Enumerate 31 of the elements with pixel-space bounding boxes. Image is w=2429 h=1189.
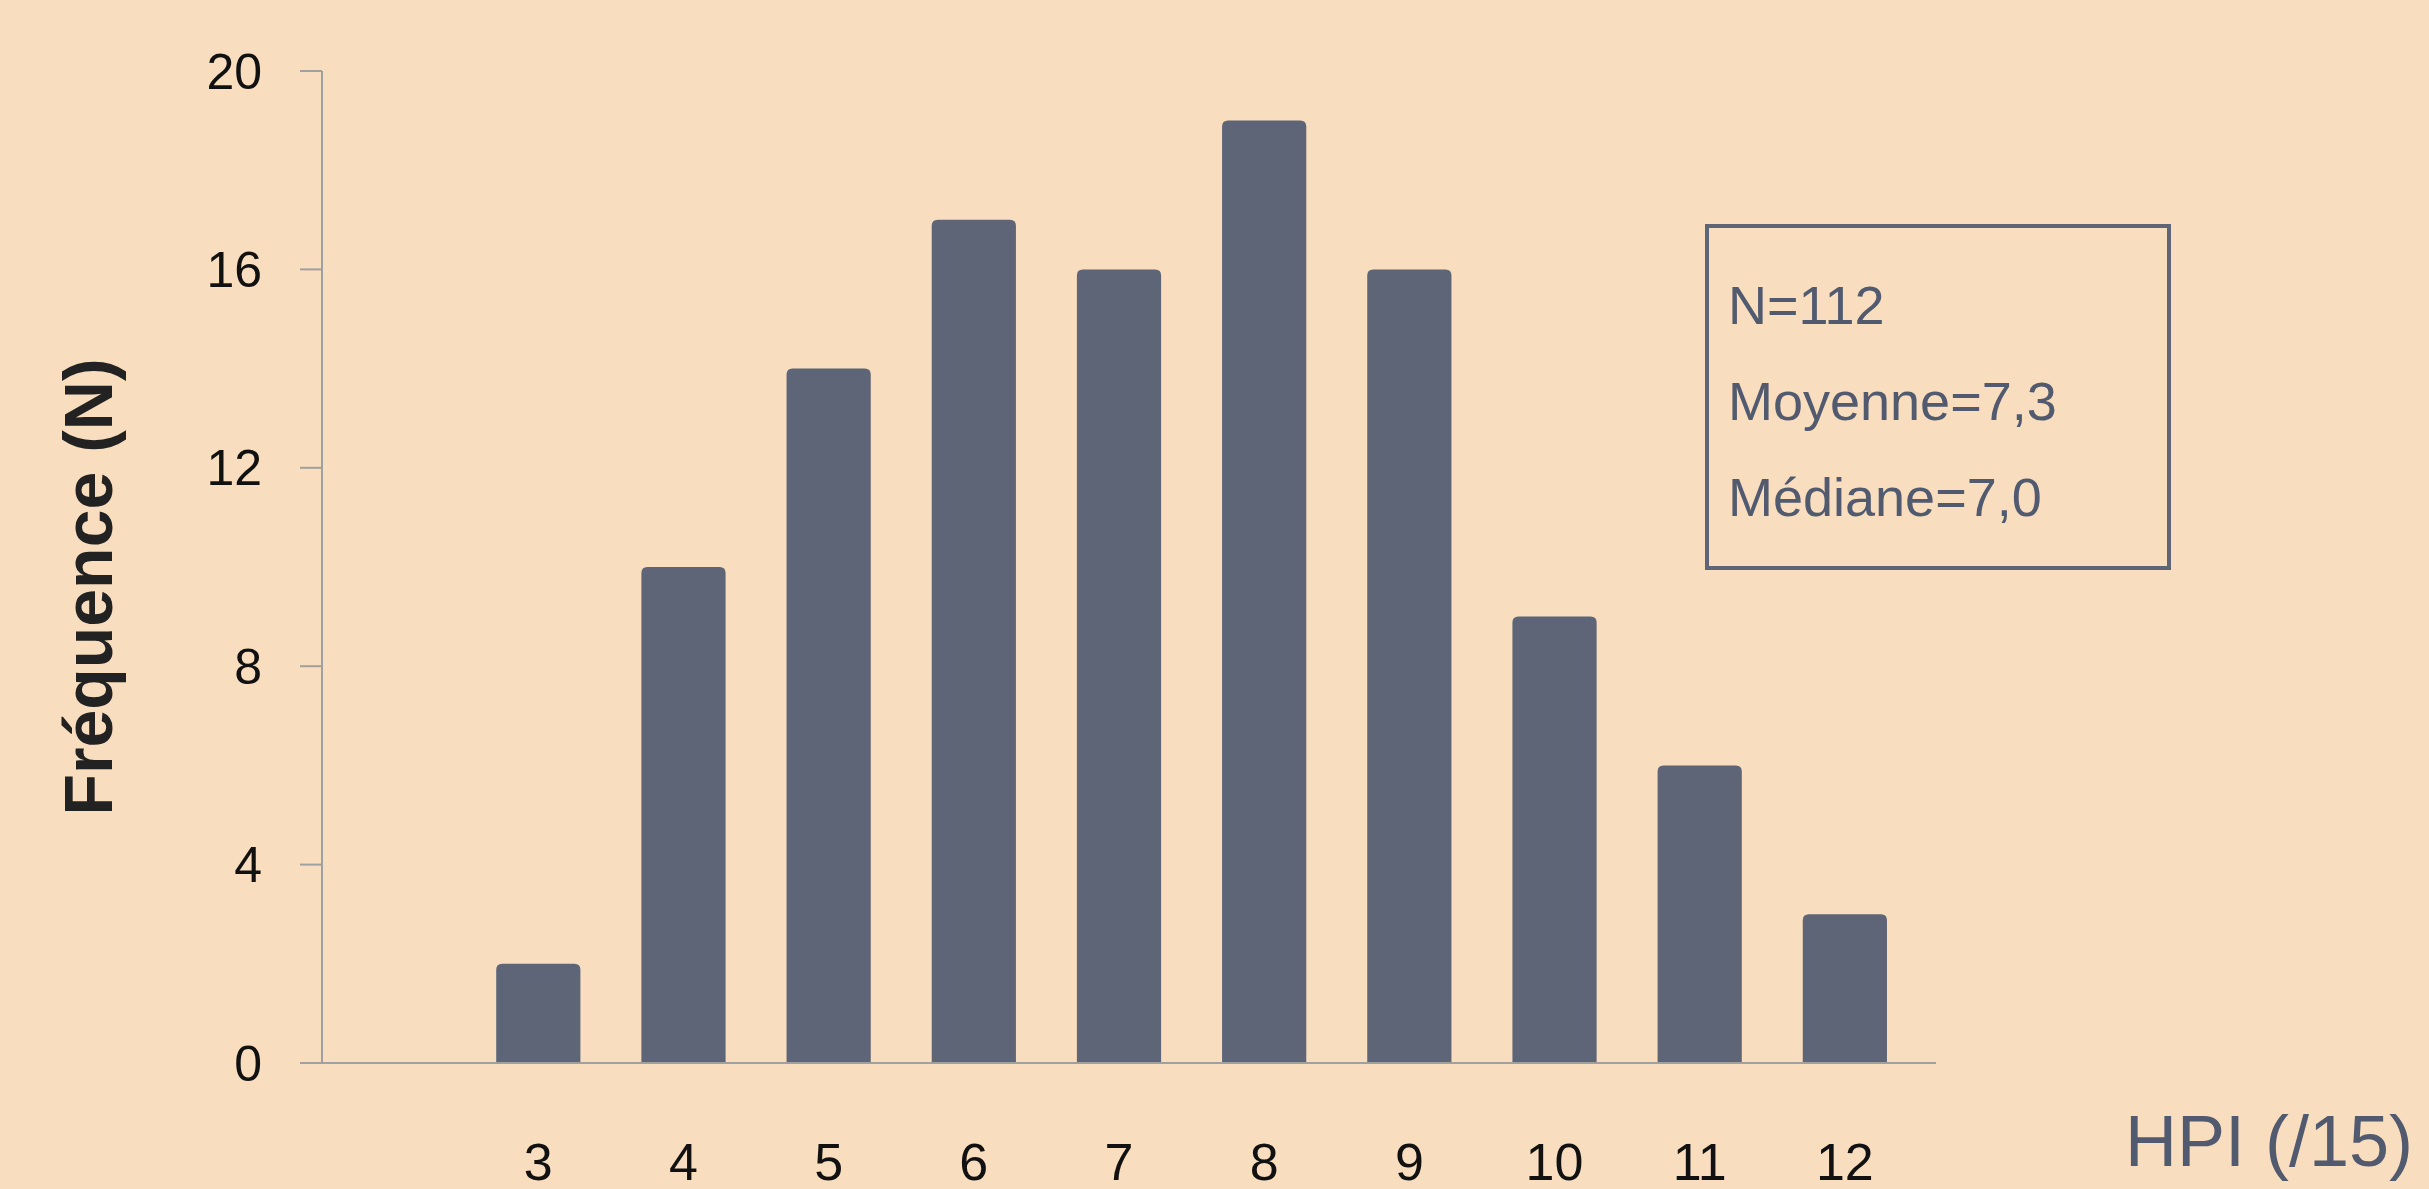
y-tick-label: 8	[234, 638, 262, 695]
bar	[496, 963, 581, 1063]
y-tick-label: 0	[234, 1035, 262, 1092]
y-tick-label: 20	[206, 43, 262, 100]
bar	[1222, 120, 1307, 1063]
x-tick-label: 5	[814, 1133, 844, 1189]
x-axis-title: HPI (/15)	[2124, 1101, 2413, 1181]
bar	[1657, 765, 1742, 1063]
bar	[1512, 616, 1597, 1063]
bar	[1367, 269, 1452, 1063]
y-tick-label: 16	[206, 241, 262, 298]
annotation: Médiane=7,0	[1728, 467, 2042, 527]
x-tick-label: 6	[959, 1133, 989, 1189]
x-tick-label: 12	[1815, 1133, 1874, 1189]
x-tick-label: 10	[1525, 1133, 1584, 1189]
x-tick-label: 11	[1672, 1133, 1727, 1189]
annotation: N=112	[1728, 275, 1885, 335]
bar	[931, 219, 1016, 1063]
x-tick-label: 9	[1394, 1133, 1424, 1189]
bar	[641, 567, 726, 1063]
y-tick-label: 4	[234, 837, 262, 894]
y-tick-label: 12	[206, 440, 262, 497]
x-tick-label: 3	[523, 1133, 553, 1189]
annotation: Moyenne=7,3	[1728, 371, 2057, 431]
x-tick-label: 7	[1104, 1133, 1134, 1189]
bar	[1802, 914, 1887, 1063]
bar	[1076, 269, 1162, 1063]
y-axis-title: Fréquence (N)	[50, 358, 126, 816]
x-tick-label: 8	[1249, 1133, 1279, 1189]
bar	[786, 368, 871, 1063]
x-tick-label: 4	[669, 1133, 698, 1189]
